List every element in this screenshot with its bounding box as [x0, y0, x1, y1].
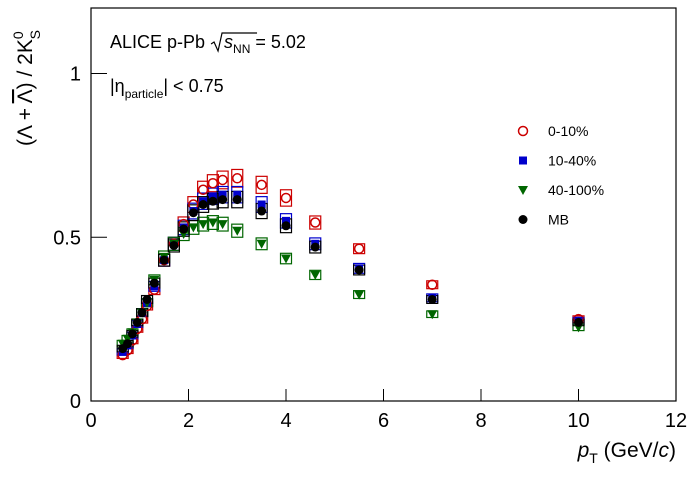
sys-box — [279, 252, 293, 265]
y-tick-label: 0.5 — [53, 227, 81, 249]
y-label-subscript: S — [27, 30, 43, 39]
data-point — [427, 279, 438, 290]
data-point — [217, 174, 228, 186]
data-point — [256, 179, 267, 191]
x-label-part: c — [659, 439, 670, 462]
sys-box — [255, 237, 268, 251]
sys-box — [309, 215, 322, 230]
data-point — [233, 190, 242, 199]
data-point — [232, 226, 243, 236]
data-point — [427, 310, 438, 320]
annotations: ALICE p-Pb sNN = 5.02 |ηparticle| < 0.75 — [110, 32, 306, 101]
data-point — [310, 242, 320, 252]
eta-label: |ηparticle| < 0.75 — [110, 76, 224, 101]
data-point — [353, 243, 365, 254]
data-point — [280, 192, 292, 204]
x-tick-label: 2 — [183, 410, 194, 432]
legend-label: 40-100% — [548, 182, 604, 198]
y-label-part: ) / 2K — [14, 39, 37, 89]
legend-marker — [518, 186, 528, 195]
x-label-part: ) — [669, 439, 676, 462]
sys-box — [231, 223, 244, 238]
data-point — [257, 206, 267, 216]
sys-box — [206, 174, 219, 193]
sys-box — [279, 189, 293, 207]
data-point — [188, 223, 199, 233]
x-label-part: p — [577, 439, 590, 462]
data-point — [198, 200, 208, 209]
eta-text: |η — [110, 76, 125, 96]
sys-box — [216, 216, 229, 232]
data-point — [218, 195, 228, 205]
legend-marker — [518, 215, 528, 224]
data-point — [427, 294, 437, 304]
data-point — [179, 224, 189, 234]
data-point — [256, 239, 267, 249]
data-point — [159, 255, 169, 265]
y-label-part: Λ — [14, 89, 37, 103]
data-point — [123, 339, 133, 349]
data-point — [281, 254, 291, 264]
legend-label: 10-40% — [548, 153, 596, 169]
data-point — [169, 240, 179, 250]
x-axis-label: pT (GeV/c) — [577, 439, 676, 466]
data-point — [310, 270, 321, 280]
data-point — [188, 208, 198, 218]
y-label-part: (Λ + — [14, 103, 37, 146]
legend-marker — [517, 125, 529, 137]
data-point — [354, 290, 365, 300]
y-tick-label: 0 — [70, 391, 81, 413]
y-axis-label: (Λ + Λ) / 2K0S — [10, 30, 43, 146]
sys-box — [216, 170, 229, 190]
data-point — [149, 278, 159, 288]
data-point — [218, 190, 227, 199]
data-point — [132, 317, 142, 327]
x-tick-label: 12 — [665, 410, 687, 432]
data-point — [257, 200, 266, 209]
data-point — [208, 196, 218, 206]
eta-cut: | < 0.75 — [163, 76, 223, 96]
data-point — [232, 195, 242, 205]
data-point — [127, 329, 137, 339]
legend-label: 0-10% — [548, 123, 588, 139]
x-tick-label: 8 — [475, 410, 486, 432]
data-point — [142, 294, 152, 304]
y-tick-label: 1 — [70, 64, 81, 86]
legend-marker — [519, 156, 527, 165]
data-point — [208, 192, 217, 201]
data-point — [281, 221, 291, 231]
plot-frame — [90, 7, 677, 402]
energy-symbol: s — [224, 32, 233, 52]
data-point — [310, 217, 321, 228]
collision-label: ALICE p-Pb sNN = 5.02 — [110, 32, 306, 56]
x-label-part: (GeV/ — [598, 439, 659, 462]
sqrt-sign — [210, 32, 258, 53]
collision-text: ALICE p-Pb — [110, 32, 210, 52]
energy-value: = 5.02 — [250, 32, 306, 52]
y-label-superscript: 0 — [10, 31, 26, 39]
data-point — [217, 220, 228, 230]
sys-box — [255, 175, 268, 194]
energy-subscript: NN — [233, 42, 250, 56]
x-tick-label: 6 — [378, 410, 389, 432]
data-point — [197, 184, 209, 196]
data-point — [198, 220, 209, 230]
data-point — [207, 218, 218, 228]
x-tick-label: 10 — [567, 410, 589, 432]
x-tick-label: 4 — [280, 410, 291, 432]
eta-subscript: particle — [125, 87, 164, 101]
data-point — [137, 308, 147, 318]
legend-label: MB — [548, 212, 569, 228]
data-point — [574, 317, 583, 327]
data-point — [282, 216, 290, 225]
data-point — [207, 177, 219, 189]
data-point — [354, 265, 364, 275]
x-tick-label: 0 — [85, 410, 96, 432]
x-label-subscript: T — [589, 450, 598, 466]
data-point — [232, 173, 243, 184]
sys-box — [231, 168, 244, 188]
sys-box — [206, 215, 219, 230]
